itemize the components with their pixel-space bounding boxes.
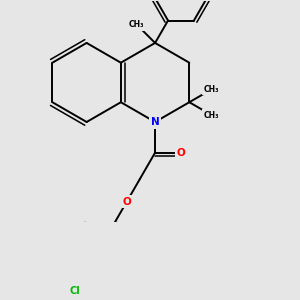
Text: Cl: Cl (70, 286, 80, 296)
Text: N: N (151, 117, 160, 127)
Text: CH₃: CH₃ (204, 111, 220, 120)
Text: O: O (122, 196, 131, 207)
Text: CH₃: CH₃ (204, 85, 220, 94)
Text: CH₃: CH₃ (129, 20, 145, 29)
Text: O: O (177, 148, 185, 158)
